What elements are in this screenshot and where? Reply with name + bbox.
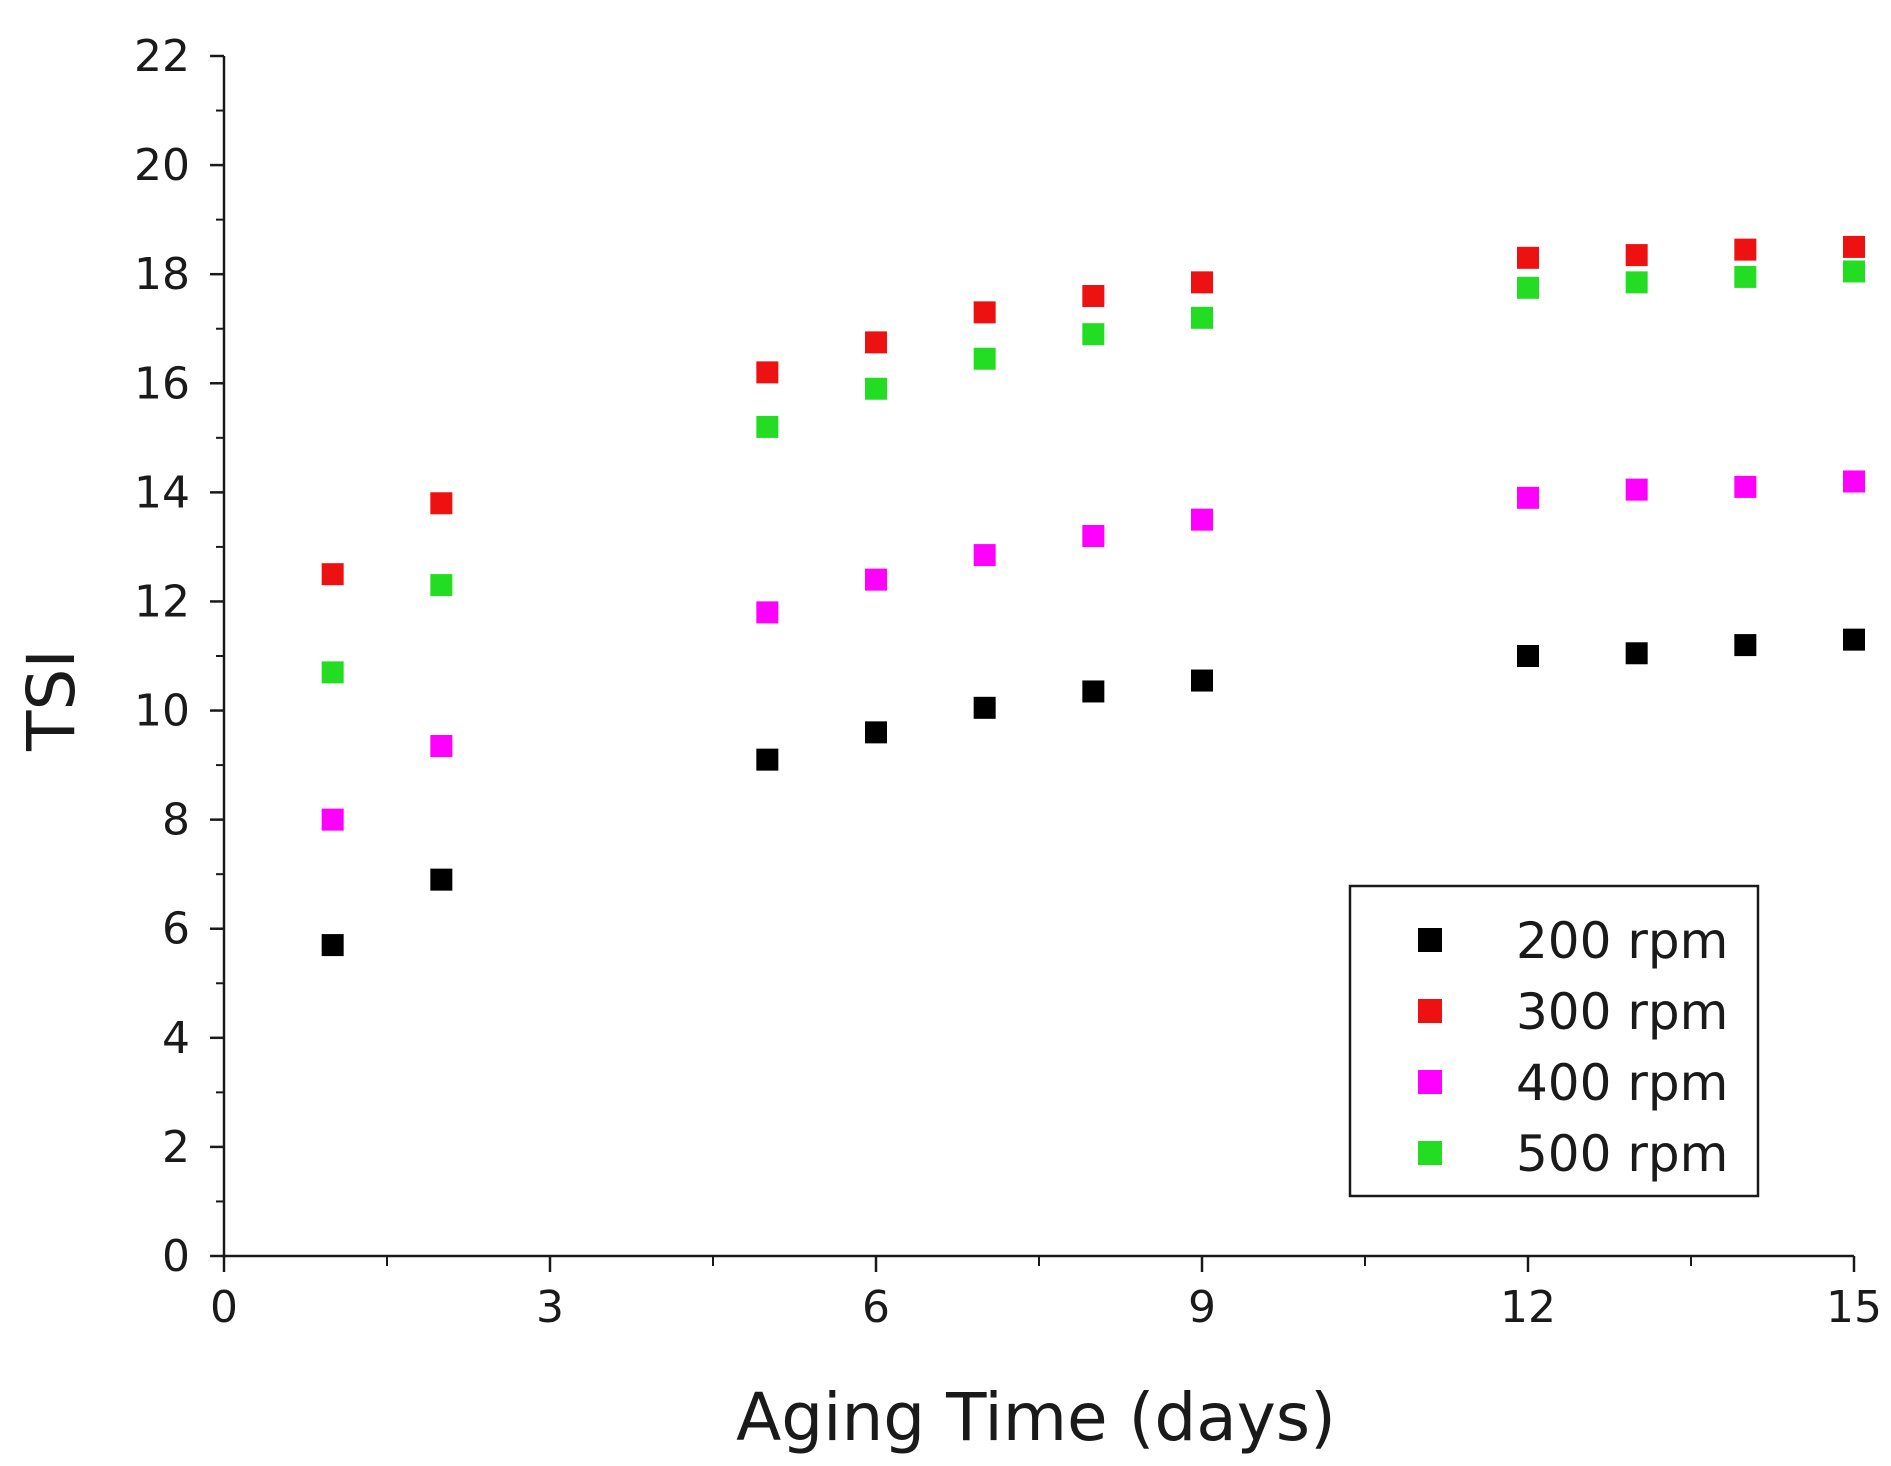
- axes: 0 2 4 6 8 10 12 14 16 18 20 22 0 3 6 9 12 15: [134, 31, 1882, 1333]
- series-300-rpm: [321, 235, 1865, 586]
- y-tick-label: 14: [134, 467, 190, 518]
- series-200-rpm: [321, 628, 1865, 957]
- data-point-400-rpm: [756, 601, 779, 624]
- y-tick-label: 16: [134, 358, 190, 409]
- data-point-300-rpm: [430, 492, 453, 515]
- data-point-500-rpm: [756, 415, 779, 438]
- data-point-300-rpm: [321, 563, 344, 586]
- data-point-400-rpm: [321, 808, 344, 831]
- data-point-300-rpm: [1191, 271, 1213, 294]
- data-point-500-rpm: [1082, 323, 1105, 346]
- y-tick-label: 0: [162, 1231, 190, 1282]
- series-500-rpm: [321, 260, 1865, 684]
- data-point-200-rpm: [865, 721, 887, 744]
- x-axis-title: Aging Time (days): [736, 1379, 1336, 1456]
- data-point-500-rpm: [1625, 271, 1648, 294]
- data-point-400-rpm: [865, 568, 887, 591]
- legend-marker: [1418, 1070, 1442, 1094]
- data-points: [321, 235, 1865, 957]
- data-point-400-rpm: [1843, 470, 1865, 493]
- y-tick-label: 6: [162, 904, 190, 955]
- data-point-200-rpm: [321, 934, 344, 957]
- data-point-200-rpm: [1625, 642, 1648, 665]
- data-point-500-rpm: [1517, 276, 1539, 299]
- data-point-400-rpm: [1625, 478, 1648, 501]
- y-tick-label: 20: [134, 140, 190, 191]
- data-point-400-rpm: [973, 544, 996, 567]
- data-point-500-rpm: [321, 661, 344, 684]
- y-tick-label: 22: [134, 31, 190, 82]
- y-tick-label: 2: [162, 1122, 190, 1173]
- data-point-300-rpm: [1843, 235, 1865, 258]
- data-point-500-rpm: [1843, 260, 1865, 283]
- data-point-400-rpm: [1082, 525, 1105, 547]
- legend-label: 200 rpm: [1516, 912, 1728, 970]
- x-tick-label: 9: [1188, 1282, 1216, 1333]
- data-point-500-rpm: [430, 574, 453, 597]
- y-tick-label: 4: [162, 1013, 190, 1064]
- legend-marker: [1418, 999, 1442, 1023]
- y-tick-label: 18: [134, 249, 190, 300]
- legend-label: 500 rpm: [1516, 1125, 1728, 1183]
- y-tick-label: 8: [162, 795, 190, 846]
- data-point-300-rpm: [1625, 244, 1648, 267]
- data-point-200-rpm: [1517, 645, 1539, 667]
- legend: 200 rpm 300 rpm 400 rpm 500 rpm: [1348, 884, 1760, 1198]
- legend-label: 400 rpm: [1516, 1054, 1728, 1112]
- data-point-200-rpm: [430, 868, 453, 891]
- data-point-300-rpm: [1734, 238, 1757, 261]
- y-axis-title: TSI: [13, 649, 90, 752]
- legend-label: 300 rpm: [1516, 983, 1728, 1041]
- x-tick-label: 3: [536, 1282, 564, 1333]
- series-400-rpm: [321, 470, 1865, 831]
- data-point-300-rpm: [1082, 285, 1105, 307]
- data-point-300-rpm: [1517, 246, 1539, 269]
- x-tick-label: 15: [1826, 1282, 1882, 1333]
- x-tick-label: 6: [862, 1282, 890, 1333]
- y-tick-label: 10: [134, 686, 190, 737]
- data-point-300-rpm: [865, 331, 887, 354]
- legend-marker: [1418, 928, 1442, 952]
- data-point-200-rpm: [973, 696, 996, 719]
- data-point-300-rpm: [756, 361, 779, 384]
- data-point-200-rpm: [1734, 634, 1757, 657]
- legend-marker: [1418, 1141, 1442, 1165]
- data-point-200-rpm: [756, 748, 779, 771]
- y-tick-label: 12: [134, 576, 190, 627]
- data-point-500-rpm: [1734, 265, 1757, 288]
- data-point-200-rpm: [1191, 669, 1213, 692]
- x-tick-label: 12: [1500, 1282, 1556, 1333]
- x-tick-label: 0: [210, 1282, 238, 1333]
- data-point-400-rpm: [430, 735, 453, 757]
- data-point-400-rpm: [1191, 508, 1213, 531]
- data-point-500-rpm: [865, 377, 887, 400]
- data-point-200-rpm: [1843, 628, 1865, 651]
- data-point-500-rpm: [973, 347, 996, 370]
- data-point-400-rpm: [1517, 486, 1539, 509]
- data-point-400-rpm: [1734, 475, 1757, 498]
- data-point-500-rpm: [1191, 306, 1213, 329]
- data-point-300-rpm: [973, 301, 996, 324]
- data-point-200-rpm: [1082, 680, 1105, 703]
